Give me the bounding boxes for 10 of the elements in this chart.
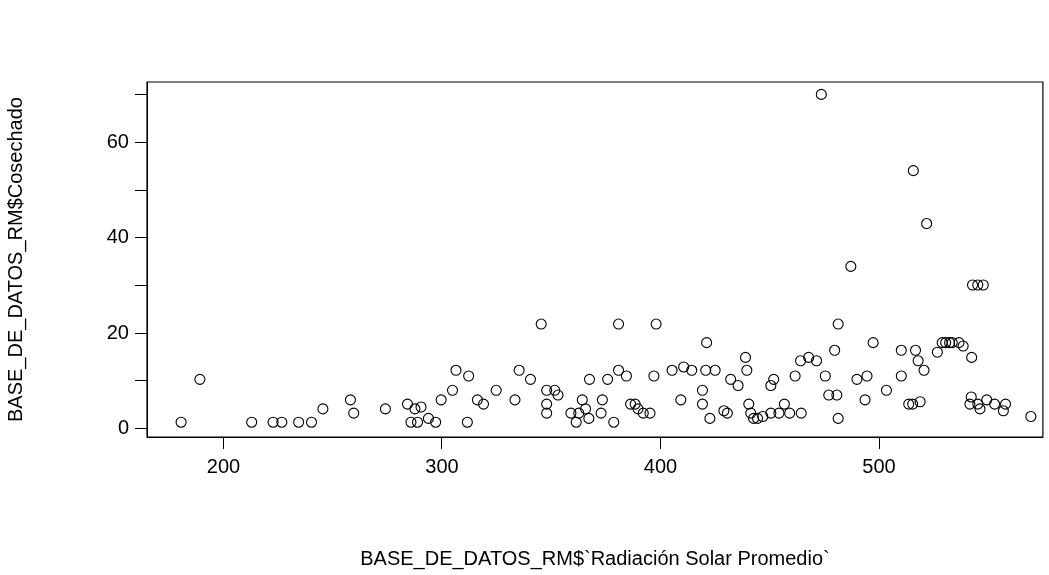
- x-tick-label: 300: [425, 454, 459, 477]
- x-tick-label: 400: [643, 454, 678, 477]
- x-axis-title: BASE_DE_DATOS_RM$`Radiación Solar Promedio`: [360, 546, 830, 570]
- x-tick-label: 200: [206, 454, 241, 477]
- y-axis-title: BASE_DE_DATOS_RM$Cosechado: [3, 97, 27, 422]
- x-tick-label: 500: [862, 454, 896, 477]
- y-tick-label: 60: [106, 130, 129, 153]
- y-tick-label: 20: [106, 320, 129, 343]
- y-tick-label: 40: [106, 225, 129, 248]
- y-tick-label: 0: [117, 415, 129, 438]
